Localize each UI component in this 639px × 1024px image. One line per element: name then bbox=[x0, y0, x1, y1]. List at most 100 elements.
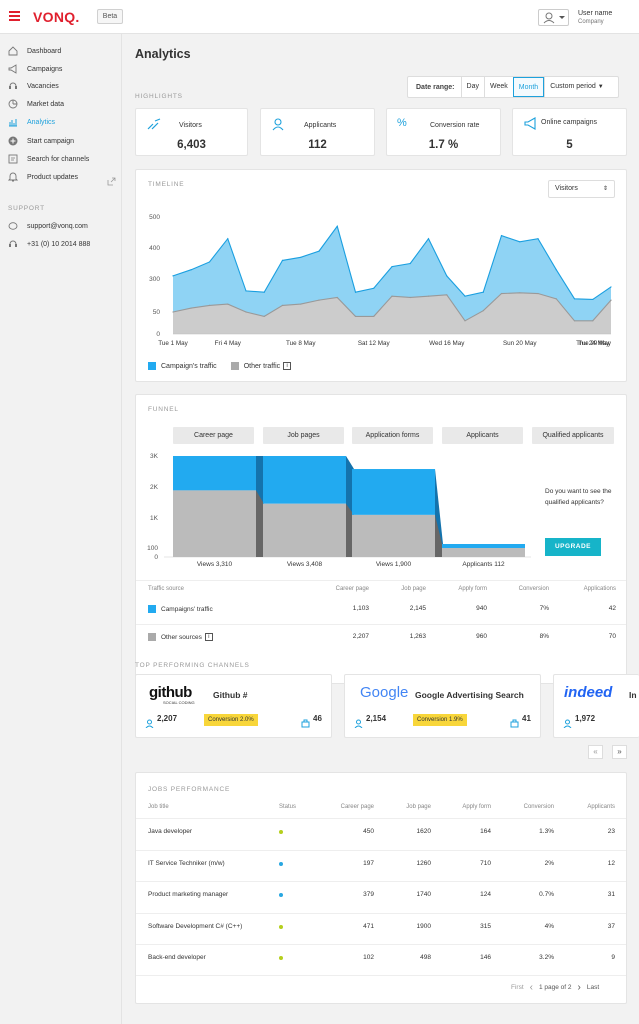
briefcase-icon bbox=[510, 715, 519, 733]
support-email[interactable]: support@vonq.com bbox=[8, 219, 88, 233]
funnel-card: FUNNEL Career page Job pages Application… bbox=[135, 394, 627, 684]
data-point bbox=[446, 275, 448, 277]
status-dot bbox=[279, 893, 283, 897]
table-cell: 450 bbox=[363, 828, 374, 835]
support-phone[interactable]: +31 (0) 10 2014 888 bbox=[8, 237, 90, 251]
first-page-link[interactable]: First bbox=[511, 984, 524, 991]
traffic-source-row: Campaigns' traffic bbox=[148, 605, 213, 613]
chat-icon bbox=[8, 221, 18, 231]
data-point bbox=[245, 290, 247, 292]
github-logo: github bbox=[149, 684, 192, 701]
prev-page-icon[interactable]: ‹ bbox=[529, 982, 533, 993]
status-dot bbox=[279, 830, 283, 834]
data-point bbox=[373, 287, 375, 289]
info-icon[interactable]: i bbox=[204, 633, 213, 641]
user-name: User name bbox=[578, 10, 613, 17]
kpi-label: Applicants bbox=[304, 122, 337, 129]
sidebar-item-start-campaign[interactable]: Start campaign bbox=[8, 134, 74, 148]
table-cell: 70 bbox=[608, 633, 616, 640]
channel-visitors: 2,207 bbox=[157, 714, 178, 723]
divider bbox=[136, 580, 626, 581]
table-cell: 1.3% bbox=[539, 828, 554, 835]
info-icon[interactable]: i bbox=[283, 362, 292, 370]
data-point bbox=[391, 295, 393, 297]
kpi-label: Online campaigns bbox=[541, 119, 598, 126]
channel-visitors: 2,154 bbox=[366, 714, 387, 723]
funnel-stage-career-page[interactable]: Career page bbox=[173, 427, 254, 444]
last-page-link[interactable]: Last bbox=[586, 984, 600, 991]
external-link-icon[interactable] bbox=[107, 173, 116, 191]
bar-other bbox=[442, 548, 525, 557]
funnel-heading: FUNNEL bbox=[148, 406, 179, 413]
funnel-stage-application-forms[interactable]: Application forms bbox=[352, 427, 433, 444]
category-label: Applicants 112 bbox=[462, 561, 505, 568]
channel-card-indeed[interactable]: indeed In 1,972 bbox=[553, 674, 639, 738]
sort-icon: ⇕ bbox=[602, 186, 608, 192]
upgrade-button[interactable]: UPGRADE bbox=[545, 538, 601, 556]
category-label: Views 3,408 bbox=[287, 561, 323, 568]
sidebar-item-vacancies[interactable]: Vacancies bbox=[8, 79, 59, 93]
next-page-icon[interactable]: › bbox=[577, 982, 581, 993]
job-title[interactable]: Java developer bbox=[148, 828, 193, 835]
column-header: Applications bbox=[583, 586, 616, 592]
funnel-stage-job-pages[interactable]: Job pages bbox=[263, 427, 344, 444]
table-cell: 3.2% bbox=[539, 954, 554, 961]
data-point bbox=[555, 298, 557, 300]
channel-card-google[interactable]: Google Google Advertising Search 2,154 C… bbox=[344, 674, 541, 738]
job-title[interactable]: Product marketing manager bbox=[148, 891, 229, 898]
link-icon bbox=[146, 117, 162, 136]
bar-connector-shadow bbox=[256, 490, 264, 557]
row-divider bbox=[136, 944, 626, 945]
date-option-week[interactable]: Week bbox=[483, 77, 513, 97]
kpi-value: 5 bbox=[566, 139, 573, 151]
sidebar-item-product-updates[interactable]: Product updates bbox=[8, 170, 78, 184]
data-point bbox=[573, 320, 576, 322]
conversion-badge: Conversion 1.9% bbox=[413, 714, 467, 726]
kpi-value: 1.7 % bbox=[428, 139, 459, 151]
date-range-label: Date range: bbox=[416, 83, 455, 91]
table-cell: 315 bbox=[480, 922, 491, 930]
table-cell: 9 bbox=[611, 954, 615, 961]
table-cell: 2% bbox=[544, 859, 554, 867]
timeline-legend: Campaign's traffic Other traffic i bbox=[148, 362, 292, 370]
home-icon bbox=[8, 46, 18, 56]
legend-swatch bbox=[148, 605, 156, 613]
job-title[interactable]: IT Service Techniker (m/w) bbox=[148, 859, 225, 867]
column-header: Conversion bbox=[523, 804, 554, 810]
job-title[interactable]: Software Development C# (C++) bbox=[148, 922, 243, 930]
funnel-chart: 0 100 1K 2K 3K Views 3,310 Views 3,408 Views 1,… bbox=[147, 453, 531, 568]
column-header: Apply form bbox=[458, 586, 487, 592]
table-cell: 1,103 bbox=[352, 605, 369, 612]
github-logo-sub: SOCIAL CODING bbox=[163, 700, 195, 705]
vonq-logo[interactable]: VONQ. bbox=[33, 9, 80, 25]
sidebar-item-campaigns[interactable]: Campaigns bbox=[8, 62, 62, 76]
funnel-stage-qualified[interactable]: Qualified applicants bbox=[532, 427, 614, 444]
date-option-custom[interactable]: Custom period ▼ bbox=[544, 77, 608, 97]
job-title[interactable]: Back-end developer bbox=[148, 954, 206, 961]
sidebar-item-analytics[interactable]: Analytics bbox=[8, 115, 55, 129]
channels-heading: TOP PERFORMING CHANNELS bbox=[135, 662, 250, 669]
table-cell: 8% bbox=[539, 633, 549, 640]
column-header: Traffic source bbox=[148, 586, 185, 592]
channel-visitors: 1,972 bbox=[575, 714, 596, 723]
channels-next-button[interactable]: » bbox=[612, 745, 627, 759]
sidebar-item-label: Market data bbox=[27, 100, 64, 108]
date-option-month[interactable]: Month bbox=[512, 77, 545, 97]
user-info[interactable]: User name Company bbox=[578, 9, 612, 27]
megaphone-icon bbox=[8, 64, 18, 74]
headset-icon bbox=[8, 81, 18, 91]
funnel-stage-applicants[interactable]: Applicants bbox=[442, 427, 523, 444]
date-option-day[interactable]: Day bbox=[460, 77, 484, 97]
sidebar-item-market-data[interactable]: Market data bbox=[8, 97, 64, 111]
user-menu-button[interactable] bbox=[538, 9, 569, 26]
person-icon bbox=[563, 715, 572, 733]
headset-icon bbox=[8, 239, 18, 249]
sidebar-item-search-channels[interactable]: Search for channels bbox=[8, 152, 89, 166]
channels-prev-button[interactable]: « bbox=[588, 745, 603, 759]
menu-icon[interactable] bbox=[9, 11, 20, 21]
sidebar-item-dashboard[interactable]: Dashboard bbox=[8, 44, 61, 58]
channel-card-github[interactable]: github SOCIAL CODING Github # 2,207 Conv… bbox=[135, 674, 332, 738]
timeline-metric-select[interactable]: Visitors ⇕ bbox=[548, 180, 615, 198]
legend-label-campaign: Campaign's traffic bbox=[161, 362, 217, 370]
kpi-value: 6,403 bbox=[177, 139, 206, 151]
